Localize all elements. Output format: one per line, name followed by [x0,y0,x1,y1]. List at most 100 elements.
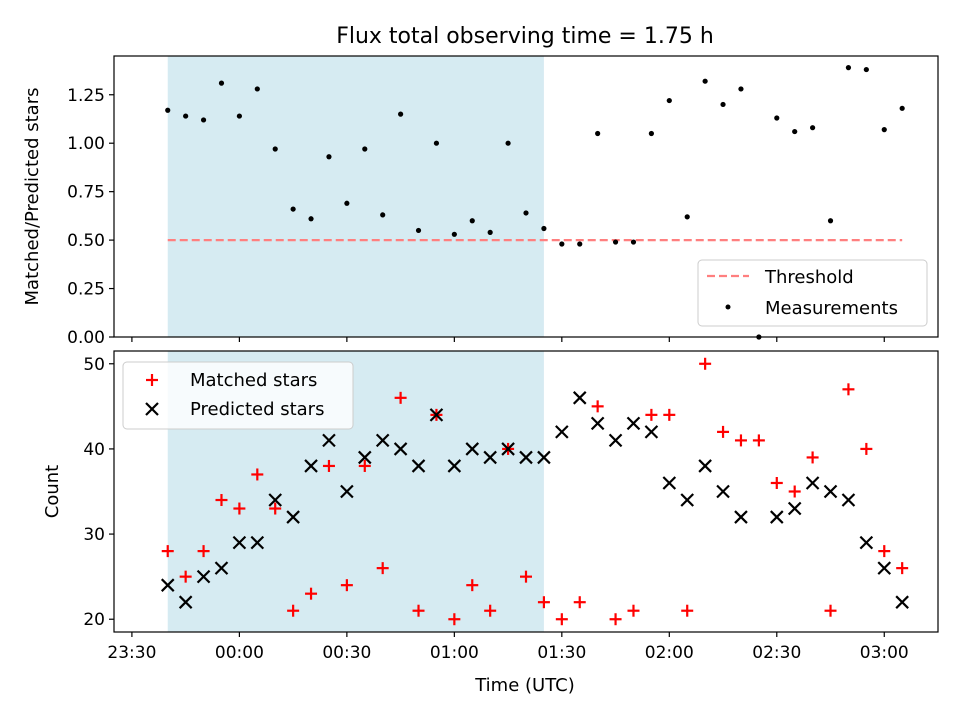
x-tick-label: 02:00 [645,643,694,663]
predicted-star-point [859,535,874,550]
matched-star-point [376,562,389,575]
predicted-star-point [877,561,892,575]
top-x-ticks [131,337,885,342]
predicted-star-point [178,595,193,609]
legend-measurement-label: Measurements [765,298,898,319]
predicted-star-point [805,476,820,490]
measurement-point [218,80,225,86]
measurement-point [666,97,672,104]
predicted-star-point [537,450,551,465]
top-y-axis: 0.00 0.25 0.50 0.75 1.00 1.25 [67,86,114,348]
measurement-point [792,128,798,135]
predicted-star-point [608,433,623,448]
x-tick-label: 23:30 [107,643,156,663]
bottom-y-tick-label: 40 [83,440,105,460]
matched-star-point [466,579,479,592]
predicted-star-point [268,493,282,507]
measurement-point [541,225,547,232]
predicted-star-point [787,501,802,516]
measurement-point [236,113,242,119]
x-tick-label: 00:30 [322,643,371,663]
measurement-point [720,101,726,108]
measurement-point [290,206,296,212]
measurement-point [881,127,887,133]
matched-star-point [878,545,891,558]
matched-star-point [251,468,264,481]
legend-threshold-label: Threshold [764,267,854,288]
predicted-star-point [680,493,694,507]
measurement-point [774,115,780,121]
matched-star-point [287,604,300,617]
measurement-point [380,212,386,218]
measurement-point [630,239,637,245]
matched-star-point [663,408,676,421]
measurement-point [272,146,278,152]
matched-star-point [305,587,318,600]
predicted-star-point [304,459,318,473]
count-points [160,357,909,626]
top-y-tick-label: 1.00 [67,134,105,154]
predicted-star-point [716,484,730,499]
matched-star-point [394,391,407,404]
measurement-point [415,227,422,234]
legend-matched-swatch [146,374,158,386]
legend-predicted-label: Predicted stars [190,399,324,420]
matched-star-point [896,562,909,575]
legend-measurement-swatch [725,304,731,310]
matched-star-point [197,545,210,558]
matched-star-point [806,451,819,464]
legend-predicted-swatch [145,402,159,416]
measurement-point [738,86,744,92]
top-legend: Threshold Measurements [697,259,928,327]
matched-star-point [484,604,497,617]
x-axis-label: Time (UTC) [474,675,575,696]
bottom-panel: 20 30 40 50 23:30 00:00 00:30 01:00 01:30 02:00 0… [42,350,939,696]
matched-star-point [860,442,873,455]
predicted-star-point [322,433,336,448]
measurement-point [433,140,440,146]
measurement-point [684,214,690,220]
matched-star-point [824,604,837,617]
predicted-star-point [447,459,462,473]
x-tick-label: 00:00 [215,643,264,663]
measurement-point [398,111,404,117]
predicted-star-point [232,535,247,550]
measurement-point [469,218,475,224]
matched-star-point [233,502,246,515]
matched-star-point [520,570,532,583]
predicted-star-point [375,433,390,448]
measurement-point [810,125,816,131]
x-tick-label: 01:30 [537,643,586,663]
top-y-tick-label: 0.50 [67,231,105,251]
predicted-star-point [734,510,748,524]
bottom-y-axis-label: Count [42,465,63,518]
measurement-point [899,105,905,111]
matched-star-point [269,502,282,515]
measurement-point [559,241,565,247]
matched-star-point [591,400,604,413]
predicted-star-point [250,535,265,550]
matched-star-point [537,596,550,609]
measurement-point [845,65,852,71]
matched-star-point [215,494,228,507]
predicted-star-point [823,484,838,499]
predicted-star-point [358,450,372,465]
measurement-point [702,78,708,84]
matched-star-point [412,604,425,617]
measurement-point [200,117,207,123]
predicted-star-point [895,595,909,609]
predicted-star-point [770,510,784,524]
predicted-star-point [626,416,641,431]
measurement-point [326,154,332,160]
top-y-tick-label: 0.25 [67,280,105,300]
bottom-y-axis: 20 30 40 50 [83,355,114,630]
measurement-point [487,229,493,235]
measurement-point [827,218,834,224]
matched-star-point [161,545,174,558]
predicted-star-point [160,578,175,592]
bottom-legend: Matched stars Predicted stars [122,361,354,430]
matched-star-point [681,604,694,617]
measurement-points [165,65,905,340]
top-plot-frame [113,55,939,338]
predicted-star-point [196,569,211,584]
